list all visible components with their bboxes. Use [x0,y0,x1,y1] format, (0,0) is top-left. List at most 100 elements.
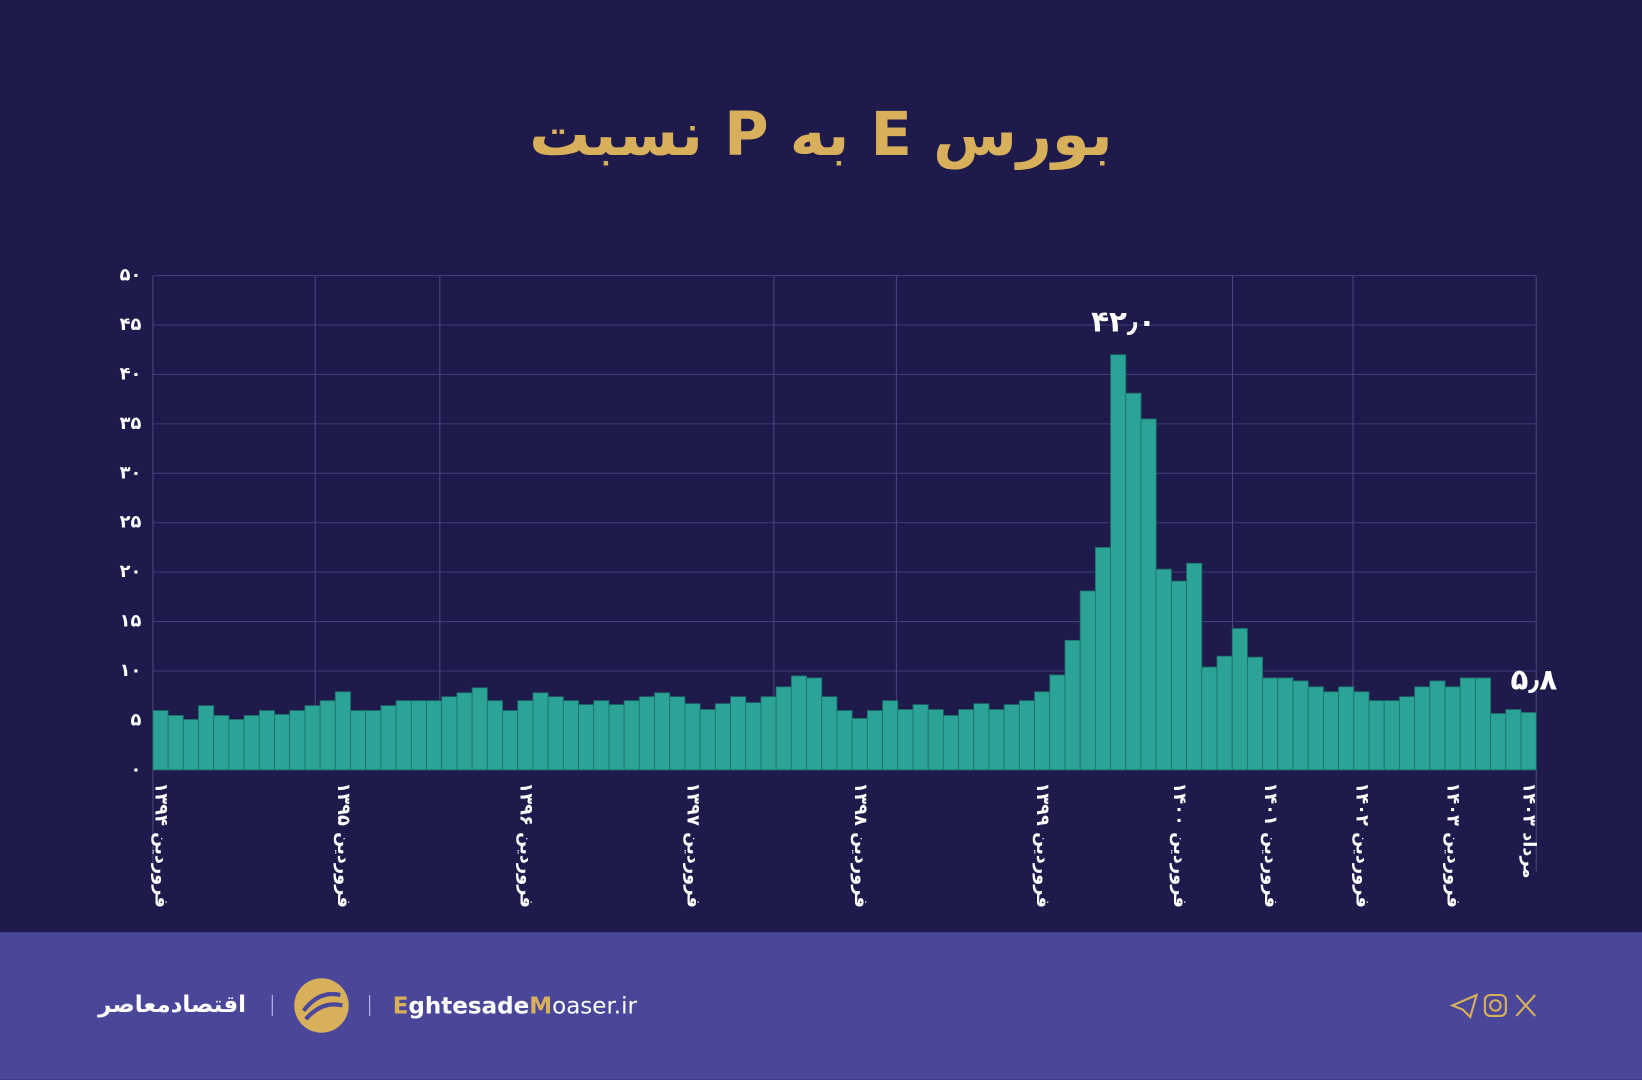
bar [1216,655,1233,771]
x-tick-label: فروردین ۱۳۹۶ [515,782,536,908]
bar [775,686,792,771]
bar [319,700,336,771]
bar [821,696,838,771]
bar [942,715,959,771]
bar [274,714,291,771]
footer [0,932,1642,1080]
bar [1201,666,1218,771]
bar [1246,656,1264,771]
bar [1064,639,1081,771]
bar [1125,392,1142,771]
bar [289,710,306,771]
site-letter: E [393,993,409,1019]
site-letter: M [529,993,552,1019]
bar [1110,354,1127,771]
telegram-icon[interactable] [1449,993,1479,1019]
bar [441,696,458,771]
y-tick-label: ۲۵ [120,512,142,533]
bar [1307,686,1324,771]
bar [410,700,427,771]
bar [1490,713,1507,771]
x-tick-label: مرداد ۱۴۰۳ [1519,782,1540,878]
bar [1231,628,1248,771]
x-tick-label: فروردین ۱۳۹۸ [850,782,871,908]
bar [380,705,397,771]
x-tick-label: فروردین ۱۴۰۰ [1169,782,1190,908]
bar [790,675,807,771]
site-part: oaser.ir [552,993,637,1019]
y-tick-label: ۴۵ [120,314,142,335]
bar [669,696,686,771]
bar [350,710,367,771]
y-tick-label: ۳۰ [120,462,142,483]
bar [1520,712,1537,771]
bar [578,704,595,771]
x-tick-label: فروردین ۱۳۹۹ [1032,782,1053,908]
bar [745,702,762,771]
bar [988,709,1005,771]
bar [1399,696,1416,771]
bar [623,700,640,771]
bar [866,710,883,771]
value-label: ۴۲٫۰ [1091,305,1156,339]
bar [1475,677,1492,771]
bar [471,687,488,771]
bar [1292,680,1309,771]
site-url: EghtesadeMoaser.ir [393,993,638,1019]
logo-mark [302,991,343,1021]
bar [608,704,625,771]
bar [152,710,169,771]
bar [1034,691,1051,771]
bar [1079,590,1096,771]
bar [1018,700,1036,771]
bar [730,696,747,771]
bar [1429,680,1446,771]
bar [365,710,382,771]
bar [806,677,823,771]
bar [958,709,975,771]
bar [1094,547,1112,771]
bar [198,705,215,771]
bar [973,703,990,771]
x-tick-label: فروردین ۱۳۹۵ [333,782,354,908]
bar [1155,568,1172,771]
bar [1003,704,1020,771]
brand-name: اقتصادمعاصر [97,992,246,1018]
bar [714,703,731,771]
bar [836,710,853,771]
bar [426,700,443,771]
bar [258,710,275,771]
bar [927,709,944,771]
bar [304,705,321,771]
x-icon[interactable] [1515,994,1536,1017]
bar [897,709,914,771]
x-tick-label: فروردین ۱۳۹۷ [683,782,704,908]
bar [1186,562,1203,771]
bar [1140,418,1157,771]
bar [1262,677,1279,771]
x-tick-label: فروردین ۱۴۰۱ [1260,782,1281,908]
bar [1322,691,1340,771]
bar [547,696,564,771]
bar [395,700,412,771]
bar [638,696,655,771]
x-tick-label: فروردین ۱۴۰۳ [1443,782,1464,908]
plot: ۰ ۵ ۱۰ ۱۵ ۲۰ ۲۵ ۳۰ ۳۵ ۴۰ ۴۵ ۵۰ فروردین ۱۳۹۴ فروردین … [120,265,1558,908]
bar [182,719,199,771]
instagram-icon[interactable] [1483,993,1507,1017]
bar [213,715,230,771]
y-tick-label: ۵ [130,709,141,730]
bar [1049,674,1066,771]
bar [1368,700,1385,771]
social-icons [1449,993,1536,1019]
y-tick-label: ۵۰ [120,265,142,286]
x-tick-label: فروردین ۱۳۹۴ [150,782,171,908]
bar [532,692,549,771]
bar [699,709,716,771]
x-tick-label: فروردین ۱۴۰۲ [1351,782,1372,908]
y-tick-label: ۲۰ [120,561,142,582]
bar [486,700,503,771]
bar [243,715,260,771]
y-tick-label: ۳۵ [120,413,142,434]
